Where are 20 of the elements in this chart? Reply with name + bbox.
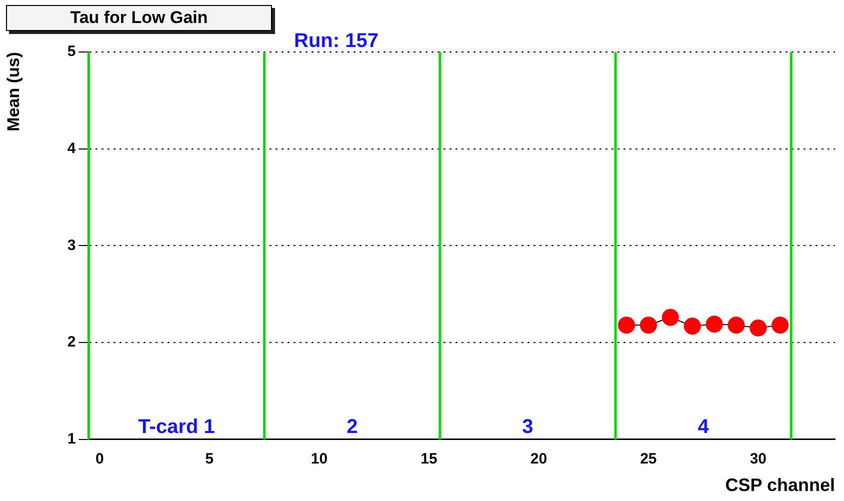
x-tick-label: 5 <box>205 450 214 468</box>
annotation: 3 <box>522 416 534 438</box>
y-tick-label: 2 <box>67 334 76 351</box>
annotation: 2 <box>346 416 358 438</box>
chart-title: Tau for Low Gain <box>6 5 272 31</box>
y-tick-label: 4 <box>67 140 76 157</box>
annotation: T-card 1 <box>138 416 215 438</box>
chart-subtitle: Run: 157 <box>294 30 378 53</box>
y-tick-label: 3 <box>67 236 76 254</box>
x-tick-label: 20 <box>530 450 548 468</box>
annotation: 4 <box>698 416 710 438</box>
x-tick-label: 30 <box>750 450 767 468</box>
y-axis-title: Mean (us) <box>4 52 23 132</box>
y-tick-label: 1 <box>67 430 76 448</box>
x-axis-title: CSP channel <box>725 475 835 496</box>
y-tick-label: 5 <box>67 43 76 60</box>
x-tick-label: 10 <box>310 450 328 468</box>
x-tick-label: 0 <box>96 450 104 468</box>
x-tick-label: 15 <box>420 450 438 468</box>
x-tick-label: 25 <box>640 450 657 468</box>
